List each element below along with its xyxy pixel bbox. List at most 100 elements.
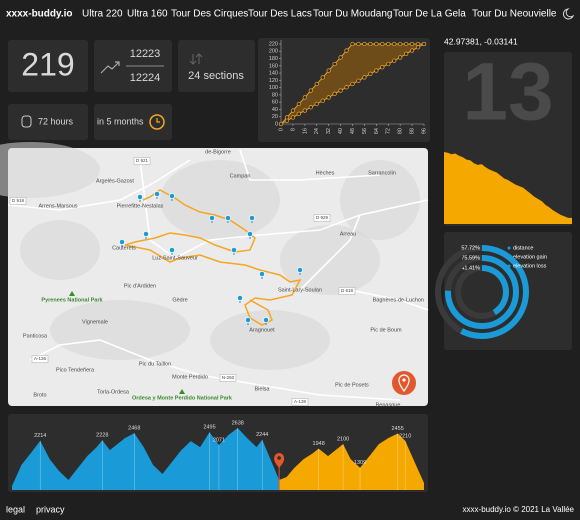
place-label: Monte Perdido — [172, 374, 208, 380]
area — [444, 152, 572, 224]
park-label: Ordesa y Monte Perdido National Park — [132, 395, 233, 401]
road-label: D 618 — [341, 288, 354, 293]
nav-link[interactable]: Tour De La Gela — [393, 9, 466, 20]
place-label: Benasque — [376, 402, 401, 408]
pin — [237, 295, 243, 301]
park-icon — [69, 291, 75, 296]
peak-label: 1948 — [313, 441, 325, 447]
nav-link[interactable]: Tour Du Neouvielle — [472, 9, 557, 20]
place-label: Luz-Saint-Sauveur — [152, 255, 198, 261]
pin — [263, 317, 269, 323]
card — [8, 40, 88, 92]
road-line — [299, 214, 361, 291]
relief — [0, 142, 100, 198]
nav-link[interactable]: Ultra 220 — [82, 9, 123, 20]
park-icon — [179, 389, 185, 394]
place-label: Pic du Taillon — [139, 361, 171, 367]
point — [284, 118, 290, 123]
point — [308, 105, 313, 110]
point — [368, 41, 373, 47]
peak-label: 2210 — [399, 433, 411, 439]
elevation-profile: 2214 2228 2468 2495 2071 2638 2244 1948 2100 1309… — [12, 420, 424, 490]
map-layer: de-Bigorre Campan Hèches Sarrancolin Argelès… — [0, 142, 429, 408]
pin — [169, 247, 175, 253]
x-tick-label: 56 — [362, 128, 368, 134]
distance-value: 219 — [21, 46, 74, 82]
locate-button[interactable] — [392, 371, 416, 395]
road-line — [239, 149, 381, 181]
point — [415, 45, 421, 50]
road-line — [139, 159, 176, 259]
place-label: Sarrancolin — [368, 170, 396, 176]
legend-label: elevation loss — [513, 263, 547, 269]
point — [392, 41, 397, 47]
brand[interactable]: xxxx-buddy.io — [6, 9, 73, 20]
pin — [154, 191, 160, 197]
theme-toggle[interactable] — [562, 8, 575, 20]
point — [302, 95, 307, 100]
radial-chart: 41.41% distance 75.59% elevation gain 57.72%… — [435, 245, 547, 339]
point — [386, 41, 391, 47]
peak-label: 2071 — [213, 437, 225, 443]
place-label: Saint-Lary-Soulan — [278, 287, 322, 293]
relief — [20, 220, 100, 280]
ring-bar — [460, 245, 529, 339]
point — [314, 81, 319, 87]
y-tick-label: 80 — [272, 92, 278, 98]
road-sign — [313, 214, 331, 222]
footer-link[interactable]: legal — [6, 504, 25, 514]
card — [178, 40, 255, 92]
nav-link[interactable]: Tour Des Cirques — [171, 9, 248, 20]
peak-label: 2100 — [337, 437, 349, 443]
point — [344, 48, 349, 53]
place-label: Pico Tendeñera — [56, 367, 95, 373]
x-tick-label: 40 — [338, 128, 344, 134]
place-label: Campan — [230, 173, 251, 179]
nav-link[interactable]: Ultra 160 — [127, 9, 168, 20]
road-label: D 918 — [12, 198, 25, 203]
todo-area — [279, 433, 424, 490]
point — [386, 61, 391, 67]
point — [409, 41, 415, 47]
road-line — [349, 289, 429, 311]
y-tick-label: 60 — [272, 100, 278, 106]
point — [362, 75, 367, 80]
point — [380, 41, 385, 47]
x-tick-label: 72 — [386, 128, 392, 134]
peak-label: 2455 — [392, 426, 404, 432]
nav-link[interactable]: Tour Des Lacs — [248, 9, 312, 20]
place-label: Bielsa — [255, 386, 271, 392]
x-tick-label: 24 — [314, 128, 320, 134]
place-label: Broto — [33, 392, 46, 398]
road-sign — [291, 398, 309, 406]
point — [338, 88, 343, 93]
x-tick-label: 8 — [290, 128, 296, 131]
coordinates: 42.97381, -0.03141 — [444, 36, 518, 46]
sections-icon — [189, 53, 203, 65]
y-tick-label: 220 — [269, 41, 278, 47]
card — [94, 104, 172, 140]
place-label: Gèdre — [172, 297, 187, 303]
peak-label: 2228 — [96, 433, 108, 439]
ring-bar — [481, 265, 509, 316]
timer-icon — [156, 118, 160, 123]
footer-link[interactable]: privacy — [36, 504, 65, 514]
point — [290, 115, 296, 120]
point — [374, 68, 379, 73]
road-label: A-136 — [34, 356, 47, 361]
pin — [231, 247, 237, 253]
point — [398, 55, 403, 60]
x-tick-label: 48 — [350, 128, 356, 134]
nav-link[interactable]: Tour Du Moudang — [313, 9, 393, 20]
place-label: Pierrefitte-Nestalas — [117, 203, 164, 209]
point — [392, 58, 397, 63]
locate-icon — [398, 374, 410, 393]
road-sign — [133, 157, 151, 165]
point — [398, 41, 403, 47]
pin — [143, 231, 149, 237]
point — [409, 48, 415, 53]
place-label: Torla-Ordesa — [97, 389, 130, 395]
pin — [119, 239, 125, 245]
done-area — [12, 428, 280, 490]
